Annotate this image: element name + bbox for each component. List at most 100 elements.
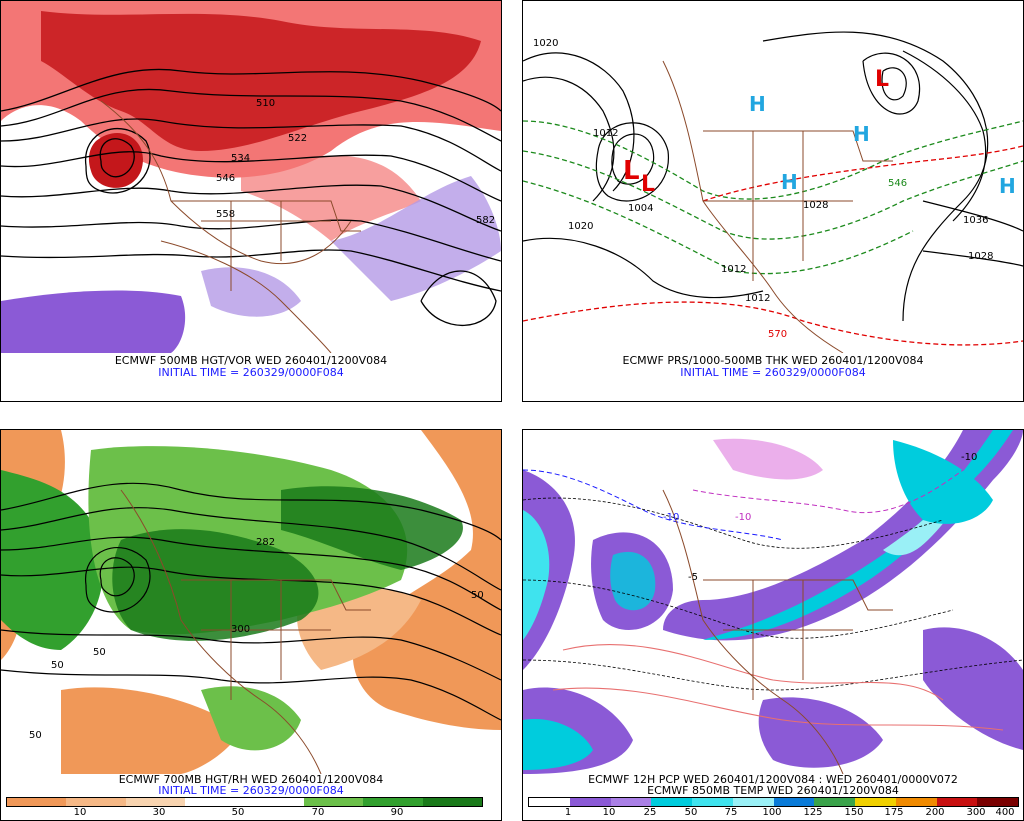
high-pressure-center: H	[781, 170, 798, 194]
colorbar-swatch	[814, 798, 855, 806]
isobar-label: 1012	[745, 293, 770, 304]
vorticity-streak	[241, 155, 421, 241]
thickness-label: 570	[768, 329, 787, 340]
precip-heavy-west	[523, 510, 550, 640]
pcp-colorbar	[528, 797, 1019, 807]
precip-hudson	[713, 438, 823, 480]
colorbar-tick: 50	[684, 807, 698, 818]
colorbar-swatch	[936, 798, 978, 806]
map-pcp: -10 -10 -10 -5	[523, 430, 1023, 774]
map-700mb: 282 300 50 50 50 50	[1, 430, 501, 774]
colorbar-tick: 10	[602, 807, 616, 818]
isobar-label: 1036	[963, 215, 988, 226]
political-borders	[662, 60, 893, 353]
panel-init-time: INITIAL TIME = 260329/0000F084	[158, 784, 344, 797]
political-borders	[662, 489, 893, 774]
political-borders	[120, 489, 371, 774]
colorbar-swatch	[732, 798, 774, 806]
panel-500mb-hgt-vor: 510 522 534 546 558 582 ECMWF 500MB HGT/…	[0, 0, 502, 402]
panel-init-time: INITIAL TIME = 260329/0000F084	[158, 366, 344, 379]
negative-vorticity-east	[331, 176, 501, 301]
panel-title: ECMWF PRS/1000-500MB THK WED 260401/1200…	[622, 354, 924, 367]
colorbar-tick: 30	[152, 807, 166, 818]
precip-south	[758, 697, 883, 768]
isobar-label: 1020	[533, 38, 558, 49]
precip-swirl-core	[610, 551, 656, 611]
warm-temp-contours	[552, 643, 1004, 731]
height-contours	[1, 68, 501, 326]
dry-region-central	[297, 588, 421, 670]
negative-vorticity-patch	[201, 267, 301, 317]
precip-front-core	[883, 480, 964, 556]
colorbar-tick: 1	[564, 807, 572, 818]
colorbar-swatch	[651, 798, 692, 806]
panel-title: ECMWF 700MB HGT/RH WED 260401/1200V084	[118, 773, 384, 786]
colorbar-swatch	[692, 798, 733, 806]
contour-label: 50	[51, 660, 64, 671]
colorbar-tick: 25	[643, 807, 657, 818]
colorbar-swatch	[529, 798, 570, 806]
panel-subtitle: ECMWF 850MB TEMP WED 260401/1200V084	[647, 784, 899, 797]
colorbar-swatch	[610, 798, 652, 806]
map-prs-thk: 1020 1012 1004 1020 1028 1036 1028 1012 …	[523, 1, 1023, 353]
colorbar-tick: 100	[762, 807, 782, 818]
colorbar-tick: 10	[73, 807, 87, 818]
moist-region-core	[112, 529, 319, 641]
vorticity-swirl	[88, 132, 143, 188]
colorbar-tick: 300	[966, 807, 986, 818]
colorbar-swatch	[244, 798, 304, 806]
isobar-label: 1028	[803, 200, 828, 211]
high-pressure-center: H	[999, 174, 1016, 198]
colorbar-tick: 70	[311, 807, 325, 818]
vorticity-core-north	[41, 11, 481, 151]
contour-label: 522	[288, 133, 307, 144]
temp-label: -10	[961, 452, 977, 463]
colorbar-swatch	[303, 798, 364, 806]
panel-init-time: INITIAL TIME = 260329/0000F084	[680, 366, 866, 379]
thickness-lines	[523, 120, 1023, 346]
isobar-label: 1012	[721, 264, 746, 275]
colorbar-swatch	[569, 798, 611, 806]
isobars	[523, 31, 1023, 322]
temp-label: -5	[688, 572, 698, 583]
colorbar-swatch	[855, 798, 896, 806]
contour-label: 534	[231, 153, 250, 164]
colorbar-swatch	[895, 798, 937, 806]
contour-label: 558	[216, 209, 235, 220]
colorbar-swatch	[977, 798, 1018, 806]
colorbar-tick: 400	[995, 807, 1015, 818]
colorbar-swatch	[66, 798, 126, 806]
colorbar-swatch	[125, 798, 186, 806]
colorbar-swatch	[185, 798, 245, 806]
colorbar-tick: 75	[724, 807, 738, 818]
panel-pcp-850temp: -10 -10 -10 -5 ECMWF 12H PCP WED 260401/…	[522, 429, 1024, 821]
precip-sw-heavy	[523, 719, 593, 770]
moist-region-se	[201, 686, 301, 751]
contour-label: 50	[29, 730, 42, 741]
colorbar-swatch	[773, 798, 815, 806]
contour-label: 50	[93, 647, 106, 658]
high-pressure-center: H	[749, 92, 766, 116]
isobar-label: 1028	[968, 251, 993, 262]
isobar-label: 1020	[568, 221, 593, 232]
colorbar-tick: 150	[844, 807, 864, 818]
rh-colorbar	[6, 797, 483, 807]
isobar-label: 1004	[628, 203, 653, 214]
panel-700mb-hgt-rh: 282 300 50 50 50 50 ECMWF 700MB HGT/RH W…	[0, 429, 502, 821]
map-500mb: 510 522 534 546 558 582	[1, 1, 501, 353]
isobar-label: 1012	[593, 128, 618, 139]
dry-region-east	[352, 430, 501, 730]
temp-label: -10	[663, 512, 679, 523]
colorbar-tick: 50	[231, 807, 245, 818]
height-contours	[1, 482, 501, 721]
dry-region-south	[61, 687, 241, 774]
contour-label: 50	[471, 590, 484, 601]
colorbar-tick: 90	[390, 807, 404, 818]
low-pressure-center: L	[623, 156, 640, 186]
colorbar-tick: 175	[884, 807, 904, 818]
panel-prs-thk: 1020 1012 1004 1020 1028 1036 1028 1012 …	[522, 0, 1024, 402]
precip-east	[923, 627, 1023, 750]
moist-region-band	[281, 486, 463, 570]
contour-label: 300	[231, 624, 250, 635]
contour-label: 546	[216, 173, 235, 184]
